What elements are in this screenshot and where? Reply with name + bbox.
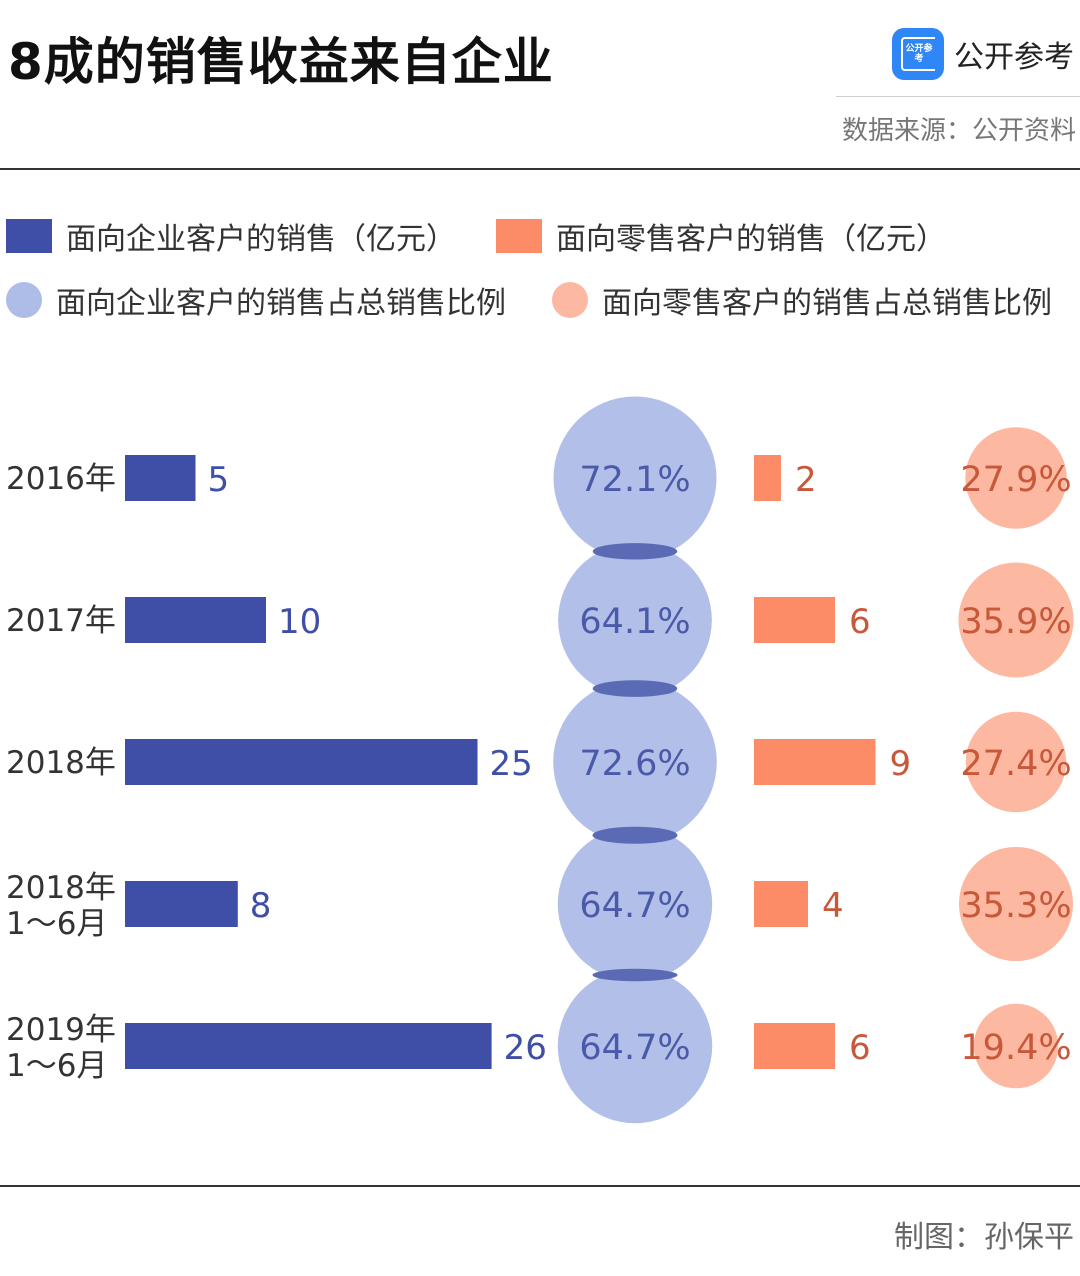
legend-item-enterprise-sales: 面向企业客户的销售（亿元） [6, 214, 456, 258]
enterprise-sales-value: 5 [208, 460, 230, 500]
retail-share-circle [973, 1003, 1059, 1089]
retail-sales-value: 6 [849, 602, 871, 642]
legend-item-retail-share: 面向零售客户的销售占总销售比例 [552, 278, 1052, 322]
legend-swatch-retail-bar [496, 219, 542, 253]
top-divider [0, 168, 1080, 170]
legend-item-retail-sales: 面向零售客户的销售（亿元） [496, 214, 946, 258]
enterprise-share-value: 64.7% [579, 886, 690, 926]
legend-item-enterprise-share: 面向企业客户的销售占总销售比例 [6, 278, 506, 322]
retail-sales-bar [754, 597, 835, 643]
legend-swatch-enterprise-bar [6, 219, 52, 253]
legend-swatch-retail-circle [552, 282, 588, 318]
legend-label-enterprise-share: 面向企业客户的销售占总销售比例 [56, 286, 506, 321]
brand-logo-text: 公开参考 [901, 37, 935, 71]
brand-logo-icon: 公开参考 [892, 28, 944, 80]
data-source: 数据来源：公开资料 [841, 116, 1076, 146]
enterprise-sales-value: 10 [278, 602, 321, 642]
brand: 公开参考 公开参考 [892, 28, 1074, 80]
category-label: 2016年 [6, 461, 116, 497]
enterprise-circle-overlap [592, 968, 678, 982]
enterprise-circle-overlap [592, 543, 678, 560]
retail-share-value: 35.9% [960, 602, 1071, 642]
sales-chart: 2016年 5 72.1% 2 27.9% 2017年 10 64.1% 6 35.9% 2018年… [6, 396, 1074, 1124]
enterprise-share-value: 64.1% [579, 602, 690, 642]
enterprise-share-circle [557, 968, 713, 1124]
retail-sales-bar [754, 1023, 835, 1069]
retail-share-circle [958, 846, 1074, 962]
retail-sales-value: 6 [849, 1028, 871, 1068]
enterprise-sales-value: 8 [250, 886, 272, 926]
legend-label-retail-sales: 面向零售客户的销售（亿元） [556, 222, 946, 257]
retail-sales-bar [754, 881, 808, 927]
retail-sales-value: 4 [822, 886, 844, 926]
legend-label-retail-share: 面向零售客户的销售占总销售比例 [602, 286, 1052, 321]
page-title: 8成的销售收益来自企业 [8, 33, 554, 91]
retail-share-value: 27.9% [960, 460, 1071, 500]
enterprise-share-circle [557, 826, 713, 982]
brand-divider [836, 96, 1080, 97]
enterprise-sales-bar [125, 1023, 492, 1069]
enterprise-sales-bar [125, 597, 266, 643]
retail-sales-bar [754, 739, 876, 785]
retail-share-circle [965, 427, 1067, 529]
enterprise-sales-bar [125, 455, 196, 501]
category-label: 1～6月 [6, 906, 107, 942]
category-label: 2018年 [6, 870, 116, 906]
bottom-divider [0, 1185, 1080, 1187]
category-label: 2017年 [6, 603, 116, 639]
brand-name: 公开参考 [954, 40, 1074, 75]
legend-swatch-enterprise-circle [6, 282, 42, 318]
enterprise-circle-overlap [592, 826, 678, 844]
enterprise-share-circle [553, 680, 717, 844]
enterprise-share-value: 72.1% [579, 460, 690, 500]
enterprise-circle-overlap [592, 680, 678, 697]
enterprise-sales-value: 26 [504, 1028, 547, 1068]
retail-share-value: 35.3% [960, 886, 1071, 926]
chart-credit: 制图：孙保平 [894, 1220, 1074, 1255]
retail-share-circle [958, 562, 1074, 678]
enterprise-share-value: 64.7% [579, 1028, 690, 1068]
enterprise-share-circle [558, 543, 712, 697]
enterprise-sales-bar [125, 739, 478, 785]
category-label: 2019年 [6, 1012, 116, 1048]
enterprise-sales-value: 25 [490, 744, 533, 784]
retail-sales-bar [754, 455, 781, 501]
category-label: 1～6月 [6, 1048, 107, 1084]
enterprise-sales-bar [125, 881, 238, 927]
enterprise-share-circle [553, 396, 717, 560]
retail-share-value: 27.4% [960, 744, 1071, 784]
retail-share-circle [965, 711, 1067, 813]
retail-share-value: 19.4% [960, 1028, 1071, 1068]
enterprise-share-value: 72.6% [579, 744, 690, 784]
legend-label-enterprise-sales: 面向企业客户的销售（亿元） [66, 222, 456, 257]
category-label: 2018年 [6, 745, 116, 781]
retail-sales-value: 2 [795, 460, 817, 500]
retail-sales-value: 9 [890, 744, 912, 784]
